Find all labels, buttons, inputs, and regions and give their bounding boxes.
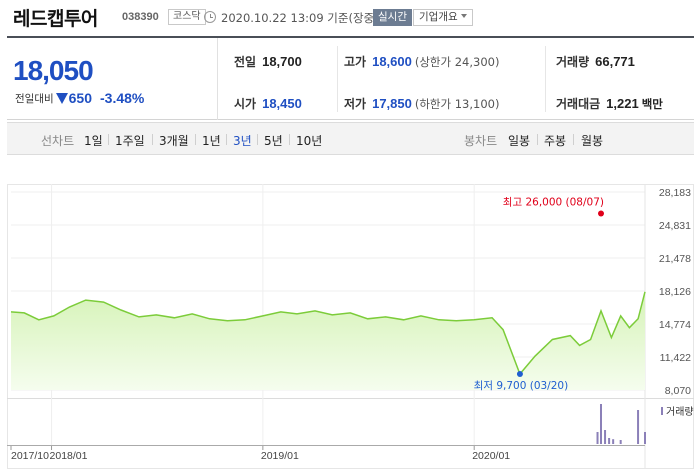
period-1w[interactable]: 1주일: [115, 134, 145, 148]
volume-legend-label: 거래량: [666, 406, 694, 418]
high-value: 18,600: [372, 54, 412, 69]
prev-close: 전일 18,700: [234, 53, 302, 70]
line-chart-label: 선차트: [41, 134, 75, 148]
volume-bar: [596, 432, 599, 444]
period-1y[interactable]: 1년: [202, 134, 221, 148]
volume-bar: [644, 432, 646, 444]
stock-code: 038390: [122, 11, 159, 23]
corp-info-label: 기업개요: [419, 11, 458, 23]
price-chart[interactable]: 28,183 24,831 21,478 18,126 14,774 11,422 8,07…: [7, 156, 694, 469]
divider: [257, 134, 258, 145]
low-marker: [516, 370, 523, 377]
trade-value: 거래대금 1,221 백만: [556, 95, 663, 112]
x-tick-label: 2018/01: [50, 450, 88, 462]
y-tick-label: 24,831: [659, 220, 691, 232]
upper-limit: (상한가 24,300): [414, 55, 500, 69]
high-marker: [597, 210, 604, 217]
down-arrow-icon: [55, 93, 68, 104]
divider: [573, 134, 574, 145]
volume-bar: [619, 440, 622, 444]
x-tick-label: 2019/01: [261, 450, 299, 462]
volume-bar: [612, 439, 615, 444]
change-amount: 650: [68, 90, 92, 106]
volume-bar: [637, 410, 640, 444]
y-tick-label: 21,478: [659, 253, 691, 265]
current-price-box: 18,050 전일대비 650 -3.48%: [7, 38, 218, 120]
change-percent: -3.48%: [100, 90, 145, 106]
period-1d[interactable]: 1일: [84, 134, 103, 148]
period-5y[interactable]: 5년: [264, 134, 283, 148]
corp-info-dropdown[interactable]: 기업개요: [413, 9, 473, 26]
divider: [152, 134, 153, 145]
period-10y[interactable]: 10년: [296, 134, 323, 148]
divider: [226, 134, 227, 145]
divider: [545, 46, 546, 112]
prev-close-label: 전일: [234, 55, 257, 69]
divider: [195, 134, 196, 145]
open-value: 18,450: [262, 96, 302, 111]
candle-weekly[interactable]: 주봉: [544, 134, 567, 148]
low-label: 저가: [344, 97, 367, 111]
volume-value: 66,771: [595, 54, 635, 69]
price-chart-svg[interactable]: 28,183 24,831 21,478 18,126 14,774 11,422 8,07…: [7, 156, 694, 469]
stock-name: 레드캡투어: [13, 8, 98, 30]
y-tick-label: 28,183: [659, 187, 691, 199]
volume-legend-swatch: [661, 407, 663, 415]
trade-value-value: 1,221: [606, 96, 639, 111]
quote-datetime: 2020.10.22 13:09 기준(장중): [221, 11, 379, 25]
y-tick-label: 11,422: [660, 352, 691, 364]
x-tick-label: 2017/10: [11, 450, 49, 462]
price-area: [11, 291, 645, 390]
realtime-button[interactable]: 실시간: [373, 9, 412, 26]
volume-bar: [599, 404, 602, 444]
trade-value-unit: 백만: [641, 97, 663, 111]
lower-limit: (하한가 13,100): [414, 97, 500, 111]
divider: [289, 134, 290, 145]
divider: [537, 134, 538, 145]
period-3y[interactable]: 3년: [233, 134, 252, 148]
clock-icon: [204, 11, 216, 23]
y-tick-label: 18,126: [659, 286, 691, 298]
open-label: 시가: [234, 97, 257, 111]
candle-monthly[interactable]: 월봉: [581, 134, 604, 148]
chevron-down-icon: [460, 14, 467, 18]
volume-bar: [608, 438, 611, 444]
period-bar: 선차트 1일 1주일 3개월 1년 3년 5년 10년 봉차트 일봉 주봉 월봉: [7, 122, 694, 155]
quote-panel: 18,050 전일대비 650 -3.48% 전일 18,700 고가 18,600 (상…: [7, 36, 694, 120]
day-open: 시가 18,450: [234, 95, 302, 112]
high-label: 고가: [344, 55, 367, 69]
prev-close-value: 18,700: [262, 54, 302, 69]
title-bar: 레드캡투어 038390 코스닥 2020.10.22 13:09 기준(장중)…: [0, 0, 694, 36]
market-badge: 코스닥: [168, 9, 206, 25]
price-line: [10, 291, 646, 376]
candle-daily[interactable]: 일봉: [508, 134, 531, 148]
low-label: 최저 9,700 (03/20): [474, 380, 569, 392]
y-tick-label: 8,070: [665, 385, 691, 397]
period-3m[interactable]: 3개월: [159, 134, 189, 148]
volume: 거래량 66,771: [556, 53, 635, 70]
divider: [108, 134, 109, 145]
y-tick-label: 14,774: [659, 319, 691, 331]
current-price: 18,050: [13, 55, 94, 86]
volume-bar: [604, 430, 607, 444]
day-high: 고가 18,600 (상한가 24,300): [344, 53, 499, 70]
low-value: 17,850: [372, 96, 412, 111]
change-label: 전일대비: [15, 93, 54, 105]
volume-label: 거래량: [556, 55, 590, 69]
divider: [337, 46, 338, 112]
trade-value-label: 거래대금: [556, 97, 601, 111]
high-label: 최고 26,000 (08/07): [503, 196, 604, 208]
day-low: 저가 17,850 (하한가 13,100): [344, 95, 499, 112]
price-change: 전일대비 650 -3.48%: [15, 90, 144, 106]
candle-chart-label: 봉차트: [464, 134, 498, 148]
x-tick-label: 2020/01: [472, 450, 510, 462]
